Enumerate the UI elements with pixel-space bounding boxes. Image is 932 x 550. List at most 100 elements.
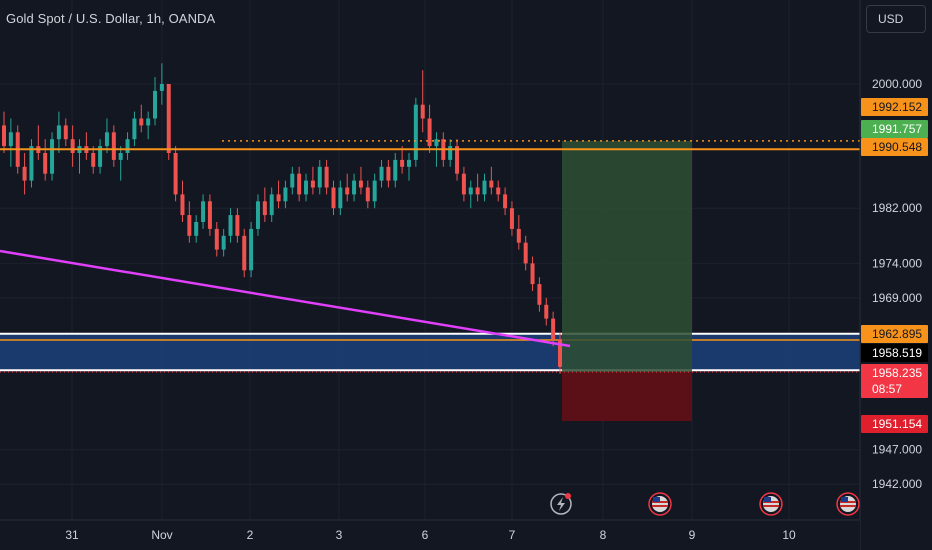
lightning-dot (565, 493, 571, 499)
candle (77, 139, 82, 174)
candle-body (544, 304, 549, 319)
candle (173, 146, 178, 202)
candle (297, 166, 302, 202)
x-tick-label: 3 (336, 528, 343, 542)
price-label: 1951.154 (861, 415, 928, 433)
candle (379, 159, 384, 188)
candle-body (242, 235, 247, 271)
candle (235, 208, 240, 243)
candle (180, 180, 185, 222)
candle-body (503, 194, 508, 209)
candle-body (2, 125, 6, 147)
candle (503, 187, 508, 216)
candle-body (400, 159, 405, 167)
candle (427, 104, 432, 153)
candle (187, 201, 192, 243)
price-label-value: 1962.895 (872, 327, 922, 341)
candle (276, 180, 281, 209)
candle (338, 180, 343, 216)
candle-body (461, 173, 466, 195)
candle-body (262, 201, 267, 216)
x-tick-label: 6 (422, 528, 429, 542)
candle-body (276, 194, 281, 202)
y-tick-label: 1982.000 (872, 201, 922, 215)
candle (413, 97, 418, 167)
candle-body (386, 166, 391, 181)
currency-button[interactable]: USD (866, 5, 926, 33)
candle-body (331, 187, 336, 209)
candle-body (427, 118, 432, 147)
candle (29, 139, 34, 188)
candle-body (98, 146, 103, 167)
candle-body (132, 118, 137, 140)
candle-body (509, 208, 514, 229)
price-label-value: 1992.152 (872, 100, 922, 114)
candle (207, 194, 212, 236)
candle-body (111, 132, 116, 160)
candle-body (455, 146, 460, 174)
x-tick-label: 10 (782, 528, 796, 542)
flag-stripe (840, 505, 856, 507)
candle (132, 111, 137, 147)
candle-body (434, 139, 439, 147)
price-countdown: 08:57 (872, 382, 902, 396)
candle-body (345, 187, 350, 195)
candle (489, 166, 494, 195)
candle-body (352, 180, 357, 195)
zones-layer (0, 140, 860, 422)
price-label-bg (861, 138, 928, 156)
candle (290, 166, 295, 195)
candle-body (180, 194, 185, 216)
flag-canton (841, 497, 848, 502)
candle (386, 159, 391, 188)
candle-body (207, 201, 212, 229)
candle (125, 132, 130, 160)
candle (475, 173, 480, 202)
candle (146, 111, 151, 140)
time-axis-bg (0, 520, 860, 550)
candle-body (420, 104, 425, 119)
candle-body (166, 84, 171, 153)
price-label-bg (861, 120, 928, 138)
candle (317, 159, 322, 195)
candle (482, 173, 487, 202)
candle-body (558, 339, 562, 367)
candle (304, 173, 309, 202)
candle (2, 111, 6, 153)
candle-body (468, 187, 473, 195)
candle (159, 63, 164, 105)
y-tick-label: 2000.000 (872, 77, 922, 91)
price-label-value: 1958.235 (872, 366, 922, 380)
x-tick-label: 2 (247, 528, 254, 542)
candle-body (139, 118, 144, 126)
candle-body (125, 139, 130, 153)
candle (283, 180, 288, 209)
chart-grid (0, 0, 860, 520)
candle (537, 277, 542, 312)
candle-body (159, 84, 164, 91)
symbol-title[interactable]: Gold Spot / U.S. Dollar, 1h, OANDA (6, 11, 216, 26)
candle (43, 139, 48, 181)
price-label-value: 1958.519 (872, 346, 922, 360)
candle-body (173, 153, 178, 195)
candle-body (50, 139, 55, 174)
candle-body (269, 194, 274, 216)
x-tick-label: Nov (151, 528, 172, 542)
candle-body (406, 159, 411, 167)
candle (530, 256, 535, 291)
candle-body (91, 153, 96, 167)
candle-body (194, 222, 199, 236)
candle-body (379, 166, 384, 181)
price-label: 1992.152 (861, 98, 928, 116)
candle-body (530, 263, 535, 285)
event-flag-10nov (836, 492, 860, 516)
candle-body (221, 235, 226, 250)
candle (551, 311, 556, 347)
candle (365, 180, 370, 209)
price-label-bg (861, 344, 928, 362)
candle (269, 187, 274, 222)
y-tick-label: 1969.000 (872, 291, 922, 305)
candle-body (201, 201, 206, 222)
